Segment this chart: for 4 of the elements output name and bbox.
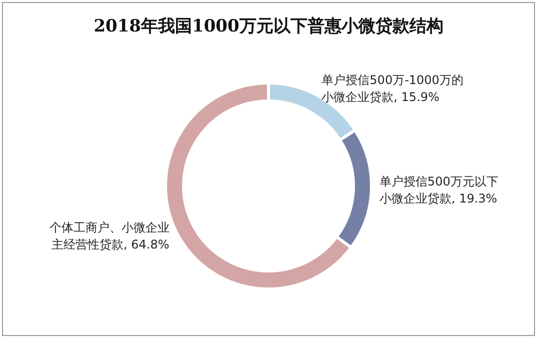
slice-label: 单户授信500万-1000万的小微企业贷款, 15.9% <box>322 73 464 104</box>
slice-label: 个体工商户、小微企业主经营性贷款, 64.8% <box>49 220 170 252</box>
slice-label: 单户授信500万元以下小微企业贷款, 19.3% <box>379 174 498 206</box>
chart-title: 2018年我国1000万元以下普惠小微贷款结构 <box>94 16 444 36</box>
